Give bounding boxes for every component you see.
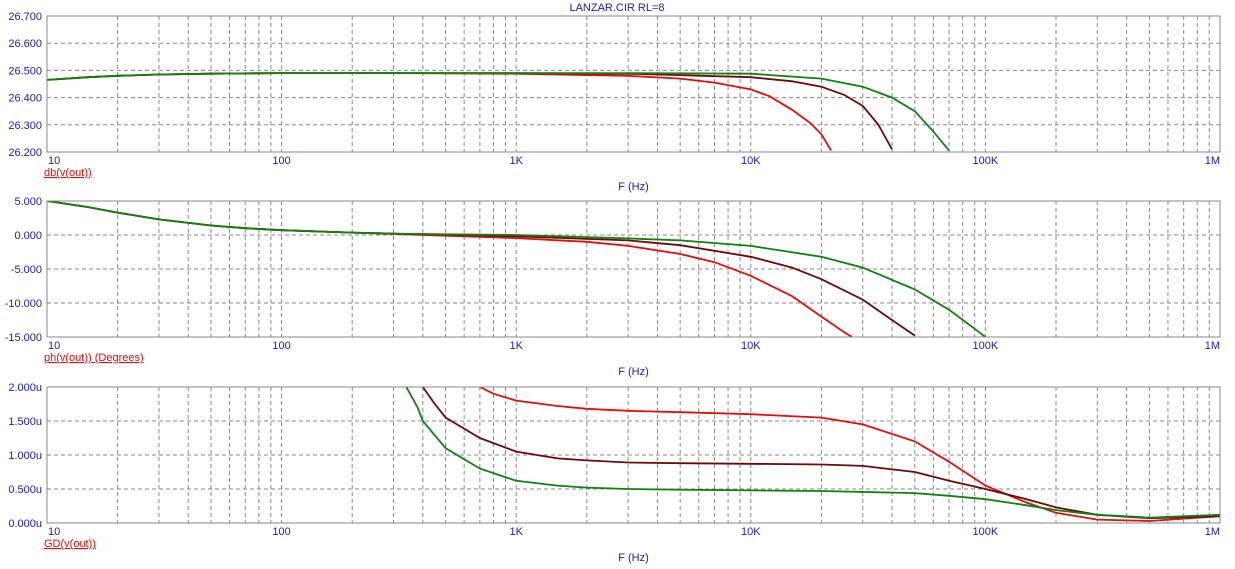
x-tick-label: 100K	[973, 155, 999, 167]
y-tick-label: 1.500u	[8, 416, 42, 428]
series-line-1	[479, 387, 1220, 522]
x-tick-label: 1K	[509, 340, 523, 352]
traces	[405, 387, 1220, 522]
x-tick-label: 1M	[1205, 340, 1220, 352]
plot-frame	[46, 386, 1221, 524]
x-tick-label: 10K	[741, 155, 761, 167]
x-tick-label: 100	[272, 526, 290, 538]
panel-magnitude: 26.700 26.600 26.500 26.400 26.300 26.200 10 10…	[8, 11, 1221, 193]
y-tick-label: 26.300	[8, 120, 42, 132]
x-tick-label: 1M	[1205, 155, 1220, 167]
plot-frame	[46, 15, 1221, 153]
plot-frame	[46, 200, 1221, 338]
y-tick-label: 2.000u	[8, 382, 42, 394]
y-tick-label: -15.000	[5, 332, 42, 344]
series-line-3	[47, 201, 986, 337]
y-axis-label: GD(v(out))	[44, 538, 96, 550]
y-tick-label: 1.000u	[8, 450, 42, 462]
traces	[47, 201, 986, 337]
panel-phase: 5.000 0.000 -5.000 -10.000 -15.000 10 100 1K 10K…	[5, 196, 1221, 378]
x-tick-label: 100K	[973, 340, 999, 352]
y-tick-label: 26.200	[8, 147, 42, 159]
x-tick-label: 1K	[509, 526, 523, 538]
x-tick-label: 1M	[1205, 526, 1220, 538]
y-tick-label: 26.400	[8, 93, 42, 105]
y-tick-label: -5.000	[11, 264, 42, 276]
x-axis-label: F (Hz)	[618, 181, 649, 193]
x-tick-label: 100	[272, 155, 290, 167]
x-tick-label: 10	[48, 340, 60, 352]
panel-group-delay: 2.000u 1.500u 1.000u 0.500u 0.000u 10 100 1K 10K…	[8, 382, 1221, 564]
x-tick-label: 10	[48, 155, 60, 167]
x-tick-label: 100	[272, 340, 290, 352]
y-tick-label: 5.000	[14, 196, 42, 208]
traces	[47, 72, 950, 152]
x-tick-label: 10	[48, 526, 60, 538]
y-tick-label: 0.000u	[8, 518, 42, 530]
series-line-3	[47, 72, 950, 152]
x-tick-label: 10K	[741, 526, 761, 538]
x-axis-label: F (Hz)	[618, 552, 649, 564]
y-tick-label: 26.500	[8, 65, 42, 77]
series-line-2	[47, 72, 893, 150]
x-tick-label: 10K	[741, 340, 761, 352]
x-tick-label: 1K	[509, 155, 523, 167]
chart-title: LANZAR.CIR RL=8	[569, 2, 664, 14]
x-axis-label: F (Hz)	[618, 366, 649, 378]
y-tick-label: 26.600	[8, 38, 42, 50]
y-axis-label: db(v(out))	[44, 167, 92, 179]
series-line-2	[422, 387, 1220, 520]
series-line-1	[47, 72, 832, 152]
y-tick-label: 26.700	[8, 11, 42, 23]
y-tick-label: -10.000	[5, 298, 42, 310]
y-axis-label: ph(v(out)) (Degrees)	[44, 352, 144, 364]
y-tick-label: 0.000	[14, 230, 42, 242]
series-line-3	[405, 387, 1220, 519]
y-tick-label: 0.500u	[8, 484, 42, 496]
x-tick-label: 100K	[973, 526, 999, 538]
